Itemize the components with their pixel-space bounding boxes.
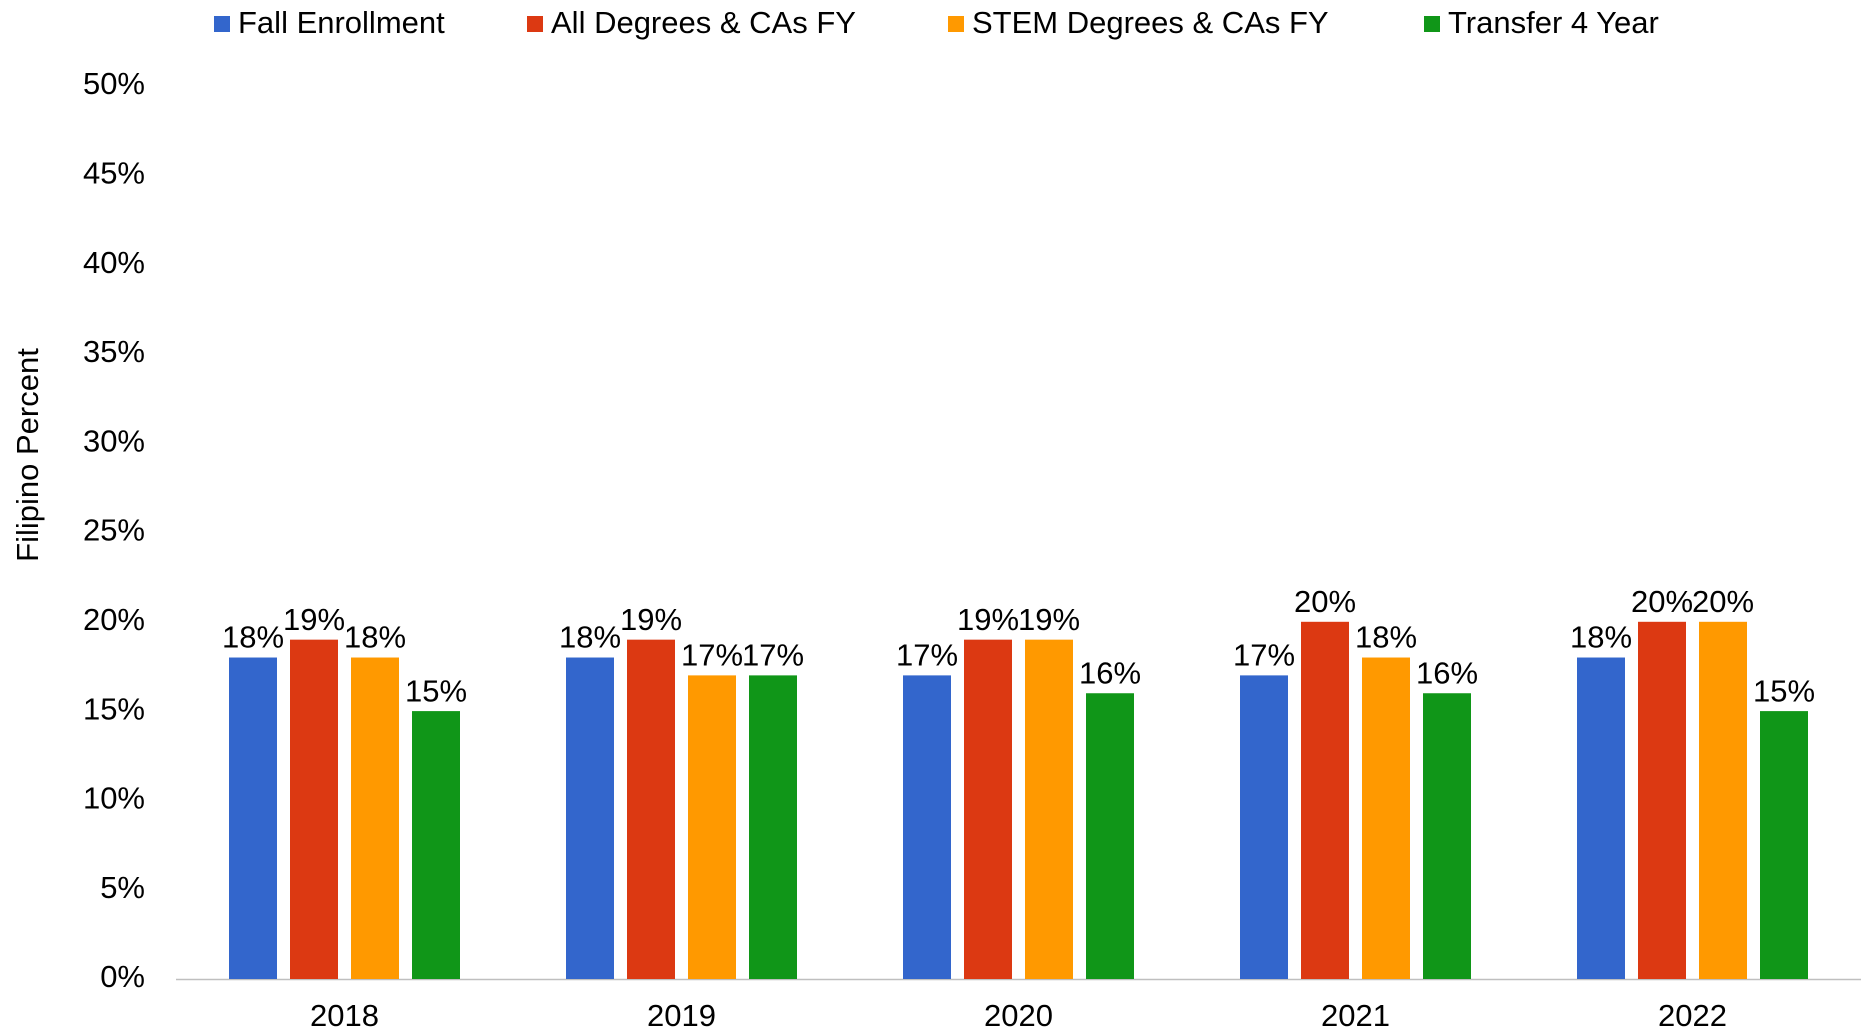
- bar: [1577, 657, 1625, 979]
- legend-label: Fall Enrollment: [238, 5, 445, 40]
- legend-swatch: [1424, 16, 1440, 32]
- legend-swatch: [527, 16, 543, 32]
- data-label: 20%: [1294, 584, 1356, 619]
- data-label: 18%: [344, 620, 406, 655]
- data-label: 18%: [222, 620, 284, 655]
- bar: [1025, 639, 1073, 979]
- y-tick-label: 10%: [83, 781, 145, 816]
- y-tick-label: 40%: [83, 245, 145, 280]
- data-label: 19%: [620, 602, 682, 637]
- bar: [351, 657, 399, 979]
- legend-label: All Degrees & CAs FY: [551, 5, 856, 40]
- bar: [688, 675, 736, 979]
- y-tick-label: 25%: [83, 513, 145, 548]
- data-label: 16%: [1416, 655, 1478, 690]
- legend-label: Transfer 4 Year: [1448, 5, 1659, 40]
- x-tick-label: 2020: [984, 998, 1053, 1033]
- y-axis-title: Filipino Percent: [10, 348, 45, 562]
- y-tick-label: 0%: [100, 959, 145, 994]
- bar: [1301, 621, 1349, 979]
- bar: [1760, 711, 1808, 979]
- legend-swatch: [214, 16, 230, 32]
- bar: [412, 711, 460, 979]
- bar: [290, 639, 338, 979]
- data-label: 19%: [957, 602, 1019, 637]
- x-tick-label: 2021: [1321, 998, 1390, 1033]
- legend-label: STEM Degrees & CAs FY: [972, 5, 1329, 40]
- data-label: 18%: [1570, 620, 1632, 655]
- y-tick-label: 50%: [83, 66, 145, 101]
- data-label: 19%: [283, 602, 345, 637]
- bar: [749, 675, 797, 979]
- bar: [566, 657, 614, 979]
- bar: [1362, 657, 1410, 979]
- y-tick-label: 15%: [83, 691, 145, 726]
- y-tick-label: 30%: [83, 423, 145, 458]
- bar: [1699, 621, 1747, 979]
- bar: [903, 675, 951, 979]
- y-tick-label: 45%: [83, 155, 145, 190]
- legend-swatch: [948, 16, 964, 32]
- x-tick-label: 2018: [310, 998, 379, 1033]
- data-label: 17%: [681, 638, 743, 673]
- bar: [1423, 693, 1471, 979]
- data-label: 17%: [742, 638, 804, 673]
- data-label: 20%: [1631, 584, 1693, 619]
- data-label: 20%: [1692, 584, 1754, 619]
- x-tick-label: 2022: [1658, 998, 1727, 1033]
- data-label: 17%: [896, 638, 958, 673]
- data-label: 16%: [1079, 655, 1141, 690]
- data-label: 18%: [559, 620, 621, 655]
- y-tick-label: 20%: [83, 602, 145, 637]
- data-label: 19%: [1018, 602, 1080, 637]
- bar: [1240, 675, 1288, 979]
- bar: [229, 657, 277, 979]
- bar: [627, 639, 675, 979]
- data-label: 15%: [405, 673, 467, 708]
- y-tick-label: 5%: [100, 870, 145, 905]
- x-tick-label: 2019: [647, 998, 716, 1033]
- data-label: 18%: [1355, 620, 1417, 655]
- y-tick-label: 35%: [83, 334, 145, 369]
- bar: [1638, 621, 1686, 979]
- bar: [1086, 693, 1134, 979]
- data-label: 15%: [1753, 673, 1815, 708]
- bar: [964, 639, 1012, 979]
- data-label: 17%: [1233, 638, 1295, 673]
